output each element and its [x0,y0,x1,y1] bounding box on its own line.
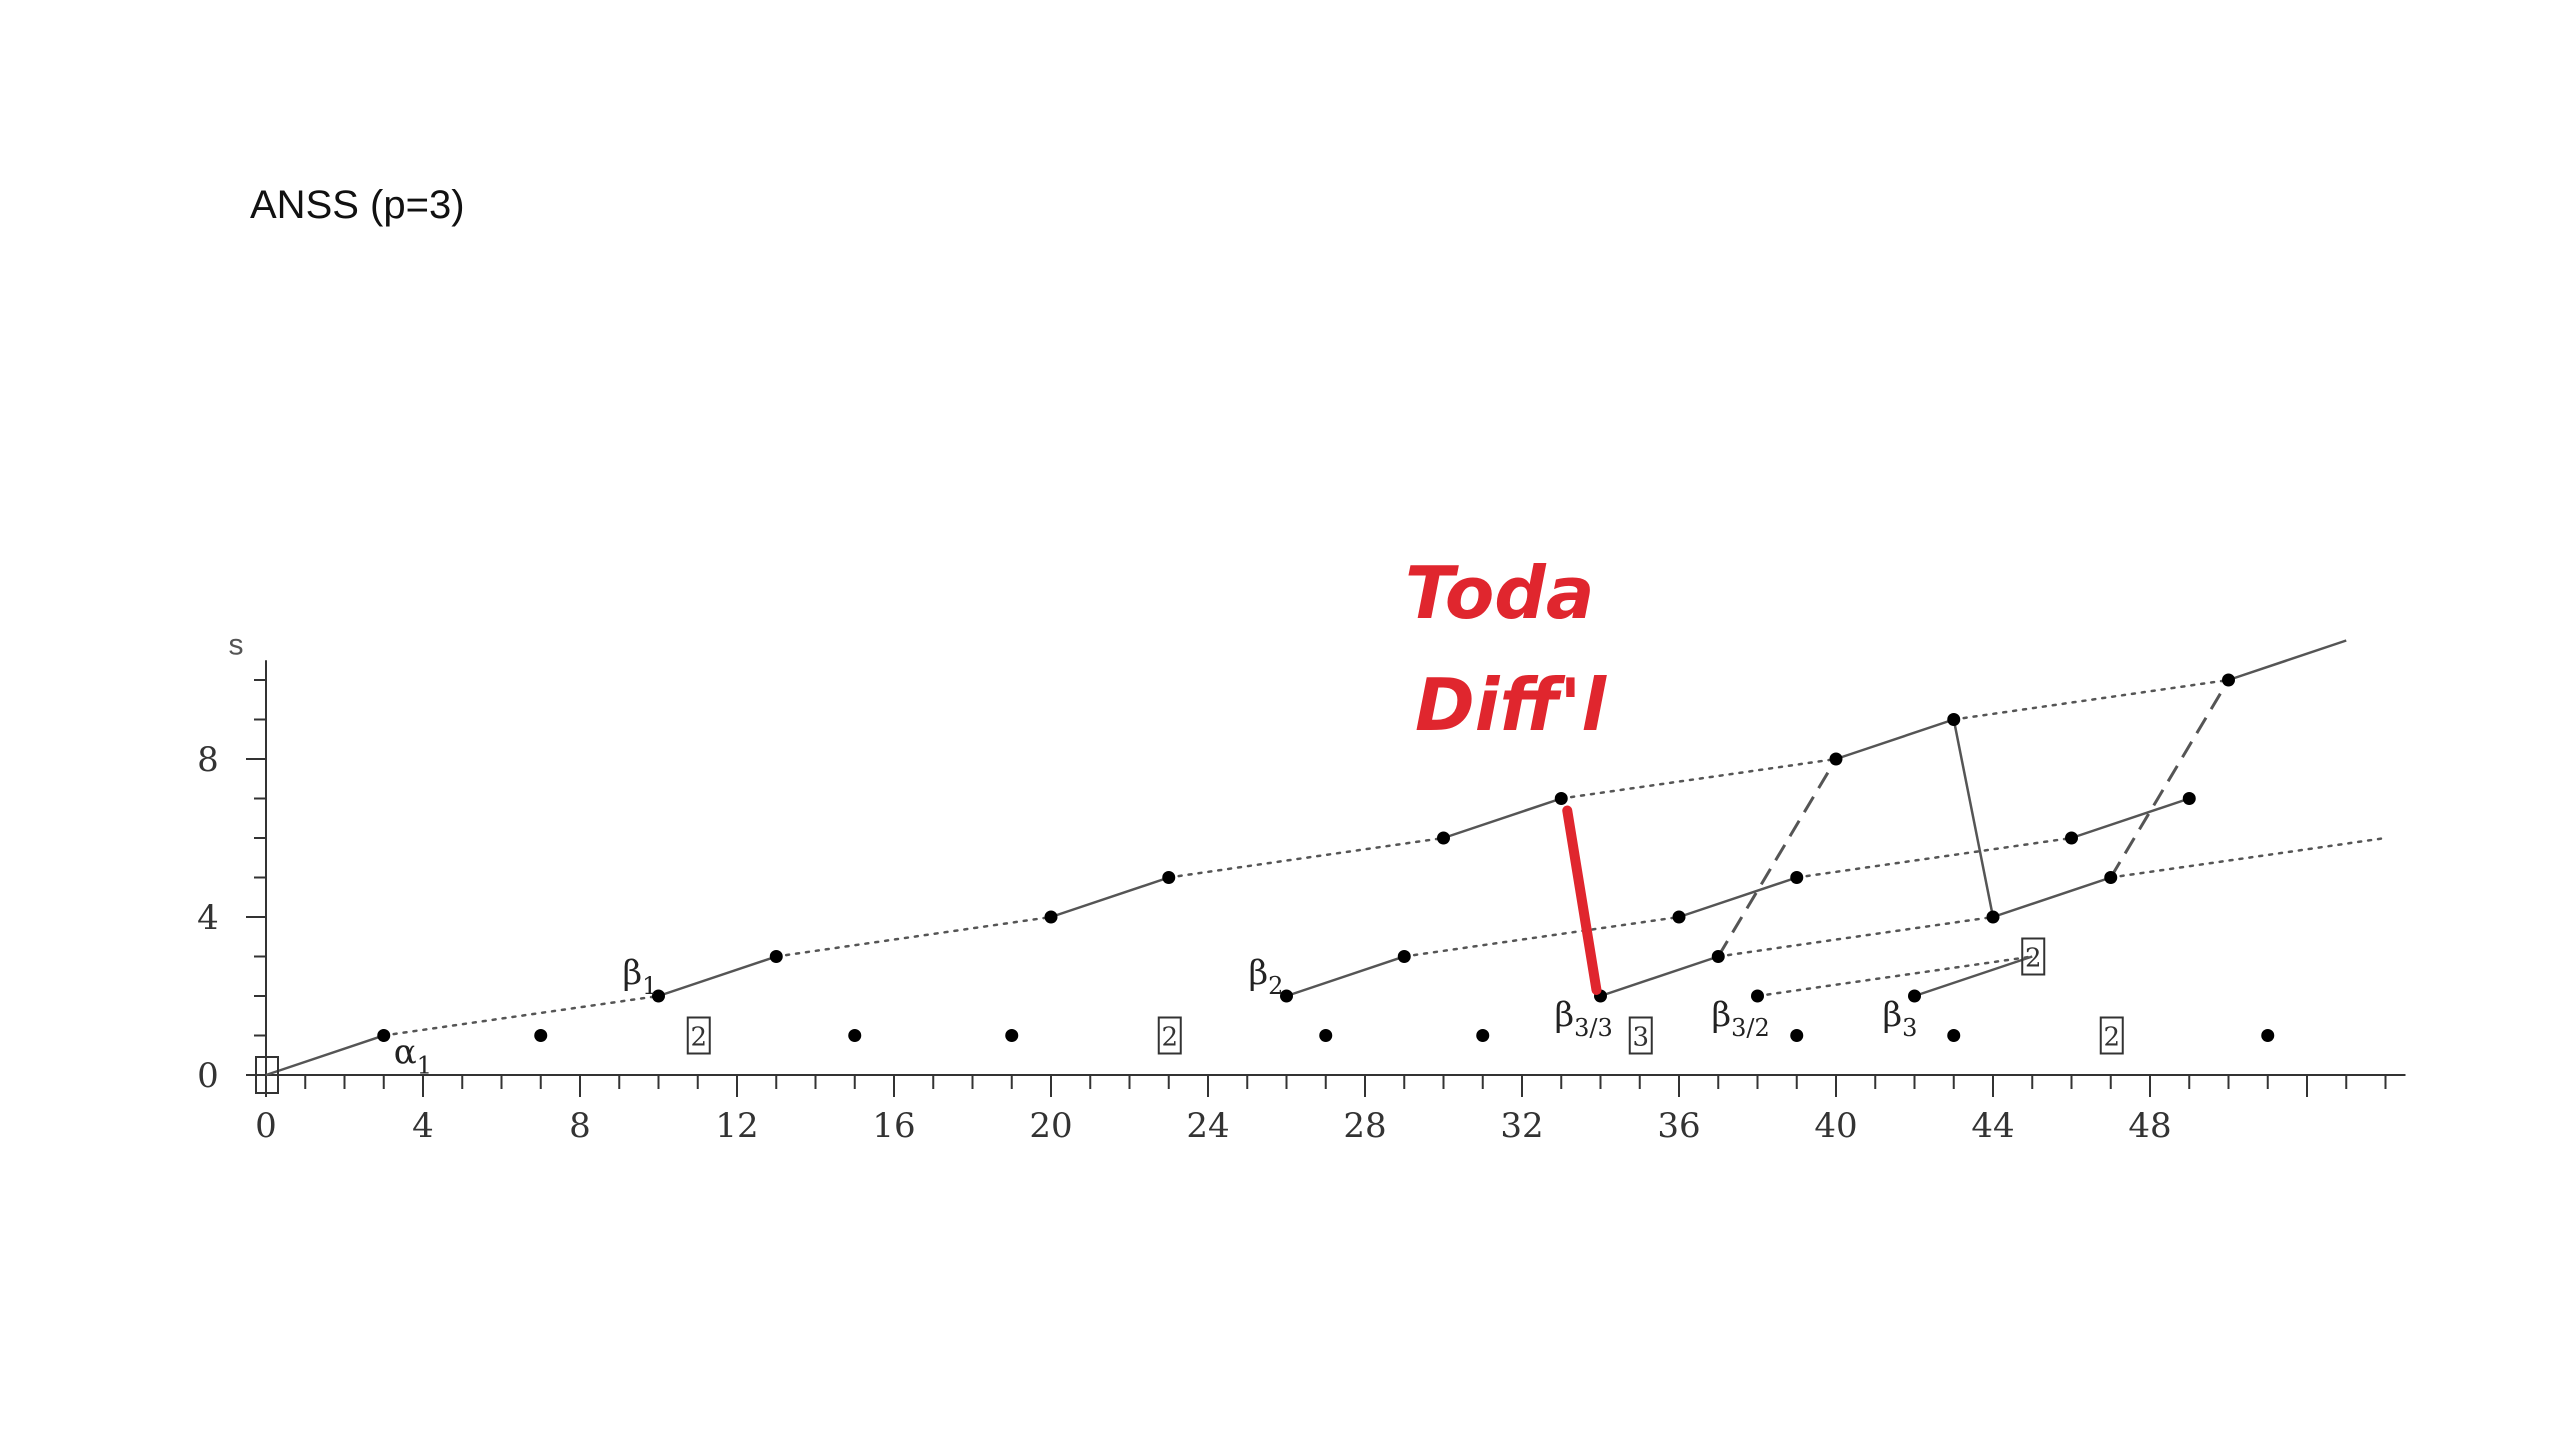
box-frame [686,1016,711,1055]
box-label: 2 [1161,1023,1178,1053]
data-point [1947,1029,1961,1042]
element-label: α1 [394,1033,432,1080]
data-point [1790,1029,1804,1042]
x-tick-label: 24 [1186,1106,1229,1146]
solid-line [658,955,777,998]
data-point [1672,910,1686,924]
x-tick-label: 36 [1657,1106,1700,1146]
solid-line [1050,876,1170,919]
box-frame [1157,1016,1182,1055]
dotted-line [1717,915,1995,958]
x-tick-label: 16 [872,1106,915,1146]
x-tick-label: 12 [715,1106,758,1146]
chart-points [377,673,2275,1042]
data-point [2182,792,2196,805]
dotted-line [1403,915,1681,958]
x-tick-label: 20 [1029,1106,1072,1146]
element-label: β2 [1249,953,1284,1000]
dotted-line [775,915,1053,958]
solid-line [1443,797,1562,840]
x-tick-label: 0 [255,1106,277,1146]
solid-line [1835,718,1955,761]
data-point [1162,871,1176,884]
solid-line [1952,719,1995,918]
dotted-line [1560,757,1838,800]
boxed-labels: 2 2 3 2 2 [255,937,2124,1094]
data-point [1908,989,1921,1003]
data-point [652,989,665,1003]
data-point [1044,910,1058,924]
element-label: β3/3 [1555,995,1613,1042]
annotation-line-2: Diff'l [1415,663,1607,747]
x-tick-label: 8 [569,1106,591,1146]
data-point [848,1029,862,1042]
x-tick-label: 40 [1814,1106,1857,1146]
y-axis-label: s [229,628,244,661]
dotted-line [1756,955,2034,998]
data-point [1005,1029,1019,1042]
y-tick-label: 8 [197,740,219,780]
x-tick-label: 4 [412,1106,434,1146]
element-label: β1 [623,953,658,1000]
data-point [1711,950,1725,963]
data-point [534,1029,548,1042]
box-label: 2 [2025,944,2042,974]
solid-line [1992,876,2112,919]
x-tick-label: 28 [1343,1106,1386,1146]
solid-line [1678,876,1798,919]
solid-line [265,1034,385,1077]
dotted-line [1167,836,1445,879]
dotted-line [1952,678,2230,721]
dotted-line [1795,836,2073,879]
data-point [1790,871,1804,884]
data-point [2222,673,2235,687]
data-point [1947,713,1961,726]
box-frame [2021,937,2046,976]
x-tick-label: 32 [1500,1106,1543,1146]
data-point [1554,792,1568,805]
box-label: 2 [2103,1023,2120,1053]
chart-lines [265,639,2387,1077]
solid-line [2071,797,2190,840]
data-point [1751,989,1764,1003]
box-frame [1628,1016,1653,1055]
data-point [2104,871,2118,884]
data-point [1986,910,2000,924]
box-label: 3 [1632,1023,1649,1053]
y-tick-label: 0 [197,1056,219,1096]
x-tick-label: 48 [2128,1106,2171,1146]
annotation: Toda Diff'l [1405,551,1607,995]
dashed-line [1716,758,1838,958]
dotted-line [2109,836,2387,879]
dotted-line [382,994,660,1037]
data-point [1437,831,1450,845]
data-point [1476,1029,1490,1042]
toda-differential-highlight [1562,805,1602,995]
slide-title: ANSS (p=3) [250,183,465,227]
data-point [769,950,783,963]
solid-line [2228,639,2347,682]
data-point [1397,950,1411,963]
annotation-line-1: Toda [1405,551,1594,635]
dashed-line [2109,679,2230,879]
data-point [377,1029,391,1042]
data-point [1829,752,1843,766]
data-point [1319,1029,1333,1042]
box-label: 2 [690,1023,707,1053]
box-frame [2099,1016,2124,1055]
solid-line [1914,955,2033,998]
data-point [2261,1029,2275,1042]
y-tick-label: 4 [197,898,219,938]
solid-line [1286,955,1405,998]
solid-line [1600,955,1719,998]
data-point [2065,831,2078,845]
element-label: β3/2 [1712,995,1770,1042]
box-frame [255,1056,279,1094]
data-point [1280,989,1293,1003]
x-tick-label: 44 [1971,1106,2014,1146]
